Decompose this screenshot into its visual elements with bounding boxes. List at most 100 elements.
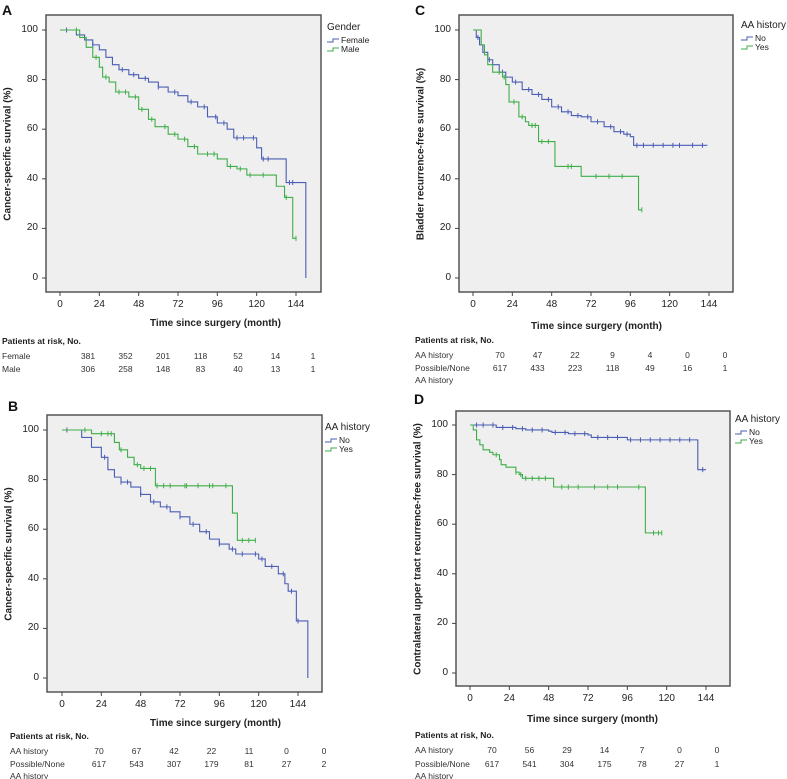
x-tick-label: 24 [95,699,107,710]
legend-entry: No [755,33,766,43]
risk-value: 118 [605,363,620,373]
km-curve-female [60,29,307,278]
risk-value: 14 [599,745,610,755]
y-tick-label: 20 [27,622,39,634]
risk-value: 304 [559,759,575,769]
km-curve-no [473,29,708,146]
plot-area [46,414,323,693]
risk-value: 148 [155,364,171,374]
y-tick-label: 0 [442,667,448,678]
risk-value: 70 [94,746,104,756]
x-tick-label: 0 [470,299,476,310]
risk-value: 175 [597,759,612,769]
risk-value: 0 [714,745,720,755]
risk-value: 40 [233,364,243,374]
legend-swatch-no [741,36,753,41]
y-tick-label: 80 [436,468,448,480]
y-tick-label: 60 [439,123,451,135]
risk-value: 617 [492,363,508,373]
x-axis-label: Time since surgery (month) [150,718,281,729]
km-curve-yes [470,424,662,534]
y-axis-label: Cancer-specific survival (%) [2,86,14,221]
x-tick-label: 24 [93,299,105,310]
risk-value: 29 [562,745,572,755]
risk-value: 0 [685,350,690,360]
x-axis-label: Time since surgery (month) [150,318,281,329]
risk-value: 52 [233,351,243,361]
x-tick-label: 96 [624,299,636,310]
legend-title: AA history [325,422,371,433]
panel-letter: D [414,391,425,407]
legend-swatch-yes [741,45,753,50]
risk-value: 67 [131,746,142,756]
risk-table-title: Patients at risk, No. [10,731,89,741]
panel-letter: A [2,2,13,18]
x-tick-label: 0 [59,699,65,710]
x-tick-label: 48 [133,299,145,310]
risk-row-label: Possible/None [415,363,470,373]
y-tick-label: 80 [27,473,39,485]
y-tick-label: 100 [22,424,39,435]
x-tick-label: 120 [661,299,678,310]
legend-entry: No [749,427,760,437]
x-tick-label: 24 [503,693,515,704]
x-tick-label: 0 [57,299,63,310]
legend-title: AA history [741,20,787,31]
y-tick-label: 100 [434,24,451,35]
risk-value: 352 [118,351,133,361]
y-axis-label: Contralateral upper tract recurrence-fre… [412,422,424,675]
legend-swatch-no [735,430,747,435]
risk-value: 49 [645,363,655,373]
x-tick-label: 120 [248,299,265,310]
y-tick-label: 40 [436,567,448,579]
x-tick-label: 96 [621,693,633,704]
risk-value: 22 [570,350,580,360]
risk-value: 4 [647,350,653,360]
x-axis-label: Time since surgery (month) [527,714,658,725]
legend-swatch-no [325,438,337,443]
risk-value: 307 [166,759,182,769]
y-tick-label: 40 [26,172,38,184]
risk-value: 433 [530,363,545,373]
x-tick-label: 72 [582,693,594,704]
x-tick-label: 120 [250,699,267,710]
risk-value: 9 [610,350,615,360]
legend-entry: Yes [339,444,353,454]
km-curve-no [62,429,309,678]
legend-swatch-male [327,47,339,52]
risk-row-label-cont: AA history [415,375,454,385]
risk-value: 223 [567,363,583,373]
legend-title: Gender [327,22,361,33]
risk-value: 83 [195,364,206,374]
risk-value: 70 [487,745,497,755]
plot-area [458,14,734,293]
x-tick-label: 48 [543,693,555,704]
risk-row-label-cont: AA history [10,771,49,779]
x-tick-label: 96 [213,699,225,710]
panel-letter: C [415,2,426,18]
x-tick-label: 72 [174,699,186,710]
legend-swatch-yes [325,447,337,452]
risk-value: 7 [639,745,645,755]
plot-area [455,410,731,687]
x-tick-label: 144 [697,693,715,704]
y-tick-label: 40 [439,172,451,184]
legend-swatch-yes [735,439,747,444]
y-tick-label: 60 [436,518,448,530]
legend-swatch-female [327,38,339,43]
risk-value: 11 [244,746,254,756]
risk-value: 617 [91,759,107,769]
x-tick-label: 72 [172,299,184,310]
risk-value: 1 [722,363,728,373]
risk-value: 306 [80,364,96,374]
risk-value: 0 [722,350,728,360]
x-tick-label: 144 [289,699,307,710]
risk-row-label: AA history [415,745,454,755]
risk-table-title: Patients at risk, No. [2,336,81,346]
y-tick-label: 60 [26,123,38,135]
risk-value: 27 [281,759,292,769]
x-tick-label: 0 [467,693,473,704]
x-tick-label: 120 [658,693,675,704]
x-tick-label: 48 [135,699,147,710]
